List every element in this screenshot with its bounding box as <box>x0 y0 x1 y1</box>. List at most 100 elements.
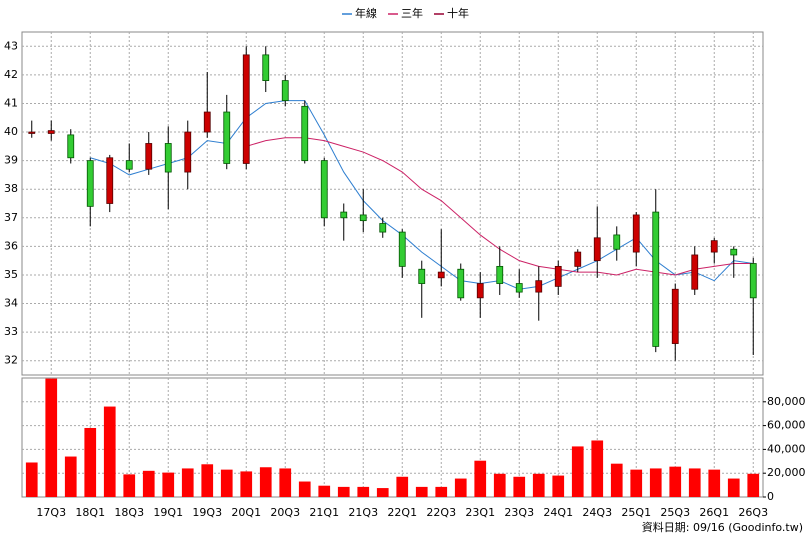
volume-bar <box>591 440 604 497</box>
volume-bar <box>84 427 97 497</box>
volume-bar <box>25 462 38 497</box>
legend-label: 十年 <box>447 6 469 20</box>
candle-body <box>671 288 679 344</box>
candle-body <box>379 223 387 233</box>
volume-bar <box>435 486 448 497</box>
volume-bar <box>298 481 311 497</box>
volume-bar <box>64 456 77 497</box>
y-tick-label: 40 <box>4 125 18 138</box>
x-tick-label: 20Q1 <box>231 506 261 519</box>
ma-line <box>90 100 754 290</box>
volume-bar <box>688 468 701 497</box>
candle-body <box>632 214 640 253</box>
volume-bar <box>396 476 409 497</box>
candle-body <box>203 111 211 133</box>
volume-bar <box>181 468 194 497</box>
candle-body <box>340 211 348 219</box>
x-tick-label: 26Q1 <box>699 506 729 519</box>
x-tick-label: 19Q3 <box>192 506 222 519</box>
candle-body <box>242 54 250 164</box>
volume-bar <box>454 478 467 497</box>
volume-bar <box>279 468 292 497</box>
volume-bar <box>493 473 506 497</box>
candle-body <box>613 234 621 250</box>
x-tick-label: 22Q3 <box>426 506 456 519</box>
volume-bar <box>727 478 740 497</box>
x-tick-label: 25Q3 <box>660 506 690 519</box>
candle-body <box>437 271 445 279</box>
volume-bar <box>220 469 233 497</box>
volume-bar <box>142 470 155 497</box>
candle-body <box>320 160 328 219</box>
candle-body <box>496 265 504 284</box>
y-tick-label: 37 <box>4 211 18 224</box>
legend-label: 年線 <box>355 6 377 20</box>
legend-label: 三年 <box>401 6 423 20</box>
candle-body <box>301 105 309 162</box>
x-tick-label: 23Q3 <box>504 506 534 519</box>
candle-body <box>418 268 426 284</box>
volume-bar <box>259 467 272 497</box>
price-panel <box>21 31 764 376</box>
y2-tick-label: 0 <box>767 490 774 503</box>
candle-body <box>145 143 153 170</box>
y-tick-label: 34 <box>4 297 18 310</box>
x-tick-label: 18Q1 <box>75 506 105 519</box>
volume-bar <box>571 446 584 497</box>
x-tick-label: 24Q3 <box>582 506 612 519</box>
candle-body <box>574 251 582 267</box>
volume-bar <box>610 463 623 497</box>
y-tick-label: 36 <box>4 239 18 252</box>
y-tick-label: 43 <box>4 39 18 52</box>
candle-body <box>359 214 367 222</box>
y-tick-label: 33 <box>4 325 18 338</box>
x-tick-label: 21Q3 <box>348 506 378 519</box>
candle-body <box>515 283 523 293</box>
legend: 年線 三年 十年 <box>342 6 469 20</box>
x-tick-label: 18Q3 <box>114 506 144 519</box>
candle-body <box>281 80 289 102</box>
x-tick-label: 25Q1 <box>621 506 651 519</box>
candle-body <box>106 157 114 204</box>
volume-bar <box>45 378 58 497</box>
x-tick-label: 22Q1 <box>387 506 417 519</box>
y-tick-label: 39 <box>4 154 18 167</box>
candle-body <box>67 134 75 159</box>
y-tick-label: 32 <box>4 354 18 367</box>
candle-body <box>710 240 718 253</box>
volume-bar <box>240 471 253 497</box>
candle-body <box>184 131 192 173</box>
candle-body <box>398 231 406 267</box>
y-tick-label: 42 <box>4 68 18 81</box>
candle-body <box>457 268 465 299</box>
volume-bar <box>201 464 214 497</box>
y-tick-label: 41 <box>4 96 18 109</box>
candle-body <box>223 111 231 164</box>
volume-bar <box>669 466 682 497</box>
source-note: 資料日期: 09/16 (Goodinfo.tw) <box>642 520 803 534</box>
volume-bar <box>474 460 487 497</box>
volume-bar <box>103 406 116 497</box>
volume-bar <box>630 469 643 497</box>
volume-bar <box>649 468 662 497</box>
volume-bar <box>318 485 331 497</box>
volume-bar <box>376 488 389 497</box>
x-tick-label: 23Q1 <box>465 506 495 519</box>
x-tick-label: 26Q3 <box>738 506 768 519</box>
candle-body <box>593 237 601 262</box>
candle-body <box>28 131 36 134</box>
candle-body <box>476 283 484 299</box>
candle-body <box>164 143 172 173</box>
volume-bar <box>162 472 175 497</box>
candle-body <box>47 130 55 134</box>
x-tick-label: 21Q1 <box>309 506 339 519</box>
candle-body <box>652 211 660 347</box>
candle-body <box>535 280 543 293</box>
candle-body <box>691 254 699 290</box>
y-tick-label: 35 <box>4 268 18 281</box>
candle-body <box>554 265 562 287</box>
volume-bar <box>552 475 565 497</box>
y2-tick-label: 20,000 <box>767 466 806 479</box>
y-tick-label: 38 <box>4 182 18 195</box>
